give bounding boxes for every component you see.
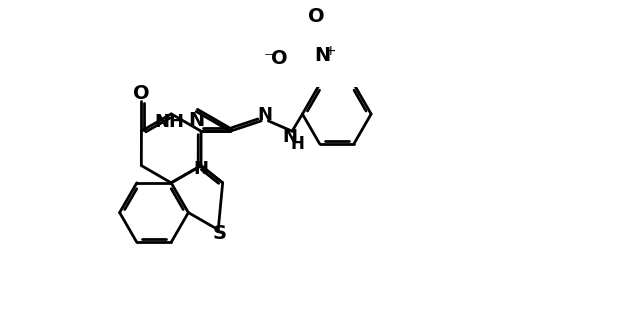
Text: O: O: [271, 49, 287, 68]
Text: H: H: [291, 135, 305, 153]
Text: +: +: [324, 44, 336, 58]
Text: N: N: [193, 160, 209, 178]
Text: N: N: [282, 128, 298, 146]
Text: O: O: [133, 84, 150, 103]
Text: ⁻: ⁻: [264, 49, 274, 68]
Text: N: N: [314, 46, 330, 65]
Text: S: S: [212, 224, 227, 243]
Text: O: O: [308, 7, 324, 26]
Text: N: N: [188, 111, 204, 130]
Text: N: N: [257, 106, 272, 124]
Text: NH: NH: [154, 114, 184, 131]
